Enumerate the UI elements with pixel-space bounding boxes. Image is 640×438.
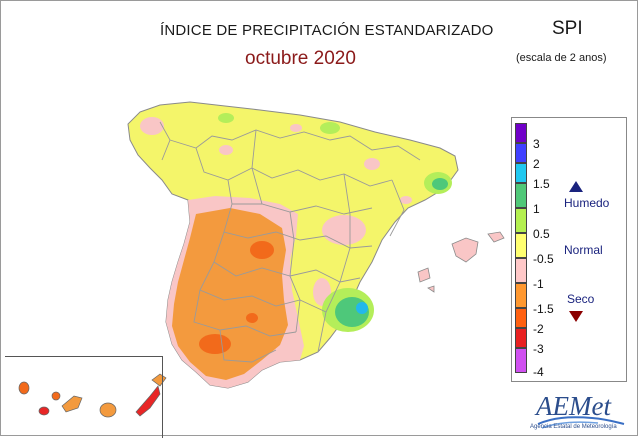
spi-legend: 3 2 1.5 1 0.5 -0.5 -1 -1.5 -2 -3 -4 Hume…	[511, 117, 627, 382]
legend-swatch-2-3	[515, 143, 527, 163]
legend-tick: 1	[533, 202, 540, 216]
very-dry-patch-centre	[246, 313, 258, 323]
canary-inset-frame	[5, 356, 163, 438]
pink-patch-centre	[322, 215, 366, 245]
map-title: ÍNDICE DE PRECIPITACIÓN ESTANDARIZADO	[160, 22, 494, 39]
very-dry-patch-south	[199, 334, 231, 354]
balearic-menorca	[487, 231, 505, 243]
province-borders	[159, 121, 421, 363]
legend-tick: -3	[533, 342, 544, 356]
legend-tick: -1	[533, 277, 544, 291]
balearic-formentera	[427, 285, 435, 293]
dry-arrow-icon	[569, 311, 583, 322]
legend-swatch-normal	[515, 233, 527, 258]
scale-note: (escala de 2 anos)	[516, 52, 607, 64]
legend-swatch-minus3	[515, 348, 527, 373]
legend-tick: -0.5	[533, 252, 554, 266]
canary-gran-canaria	[99, 402, 117, 418]
legend-category-normal: Normal	[564, 243, 603, 257]
very-dry-patch-north	[250, 241, 274, 259]
index-name: SPI	[552, 18, 583, 39]
wet-patch-cantabria	[218, 113, 234, 123]
pink-patch-burgos	[290, 124, 302, 132]
pink-patch-valencia	[400, 196, 412, 204]
legend-tick: 3	[533, 137, 540, 151]
very-wet-patch-alicante	[356, 302, 368, 314]
legend-swatch-1-5-2	[515, 163, 527, 183]
legend-category-dry: Seco	[567, 292, 595, 306]
canary-el-hierro	[38, 406, 50, 416]
legend-tick: 1.5	[533, 177, 550, 191]
legend-tick: -2	[533, 322, 544, 336]
map-period: octubre 2020	[245, 48, 356, 69]
aemet-logo-subtitle: Agencia Estatal de Meteorología	[530, 424, 617, 430]
wet-arrow-icon	[569, 181, 583, 192]
canary-la-gomera	[51, 391, 61, 401]
legend-swatch-minus1-5	[515, 308, 527, 328]
legend-swatch-0-5-1	[515, 208, 527, 233]
wet-patch-asturias	[320, 122, 340, 134]
aemet-logo-wordmark: AEMet	[536, 391, 611, 421]
legend-swatch-above-3	[515, 123, 527, 143]
canary-tenerife	[61, 395, 83, 413]
balearic-ibiza	[417, 267, 431, 283]
legend-tick: -4	[533, 365, 544, 379]
pink-patch-leon	[219, 145, 233, 155]
legend-swatch-minus2	[515, 328, 527, 348]
pink-patch-galicia	[140, 117, 164, 135]
legend-swatch-1-1-5	[515, 183, 527, 208]
legend-category-wet: Humedo	[564, 196, 610, 210]
legend-tick: 2	[533, 157, 540, 171]
legend-swatch-minus0-5	[515, 258, 527, 283]
balearic-mallorca	[451, 237, 479, 263]
pink-patch-ebro	[364, 158, 380, 170]
wet-patch-catalonia-inner	[432, 178, 448, 190]
canary-fuerteventura	[135, 385, 161, 417]
canary-la-palma	[18, 381, 30, 395]
legend-tick: -1.5	[533, 302, 554, 316]
legend-tick: 0.5	[533, 227, 550, 241]
legend-swatch-minus1	[515, 283, 527, 308]
aemet-logo-icon	[537, 416, 625, 429]
